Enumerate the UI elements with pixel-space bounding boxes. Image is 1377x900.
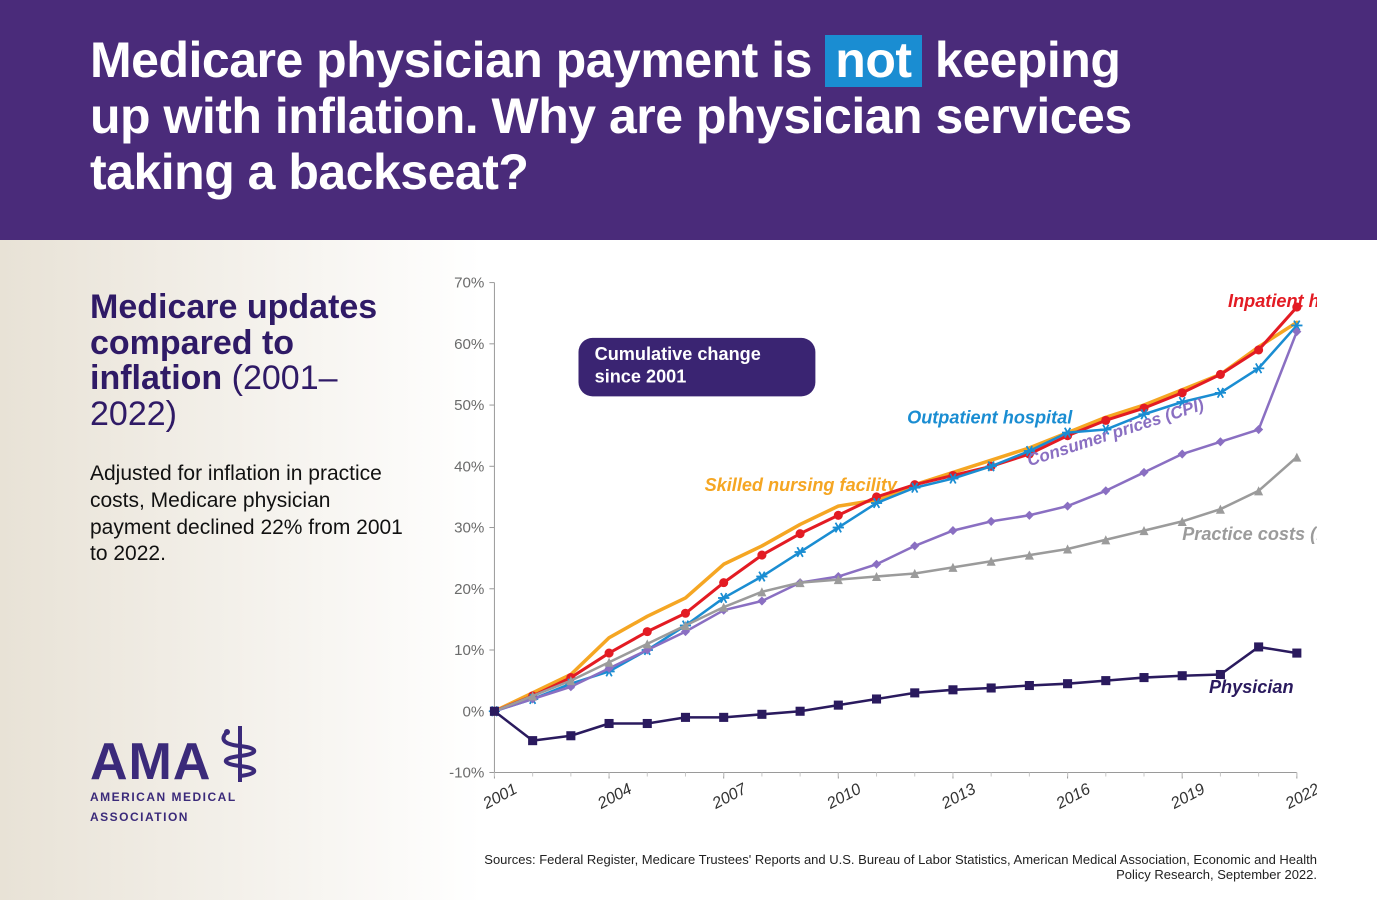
svg-text:20%: 20% — [454, 581, 484, 598]
ama-logo: AMA AMERICAN MEDICAL ASSOCIATION — [90, 724, 263, 825]
logo-sub1: AMERICAN MEDICAL — [90, 790, 263, 804]
header-line3: taking a backseat? — [90, 144, 1287, 200]
subtitle-l2: compared to — [90, 326, 410, 362]
svg-text:70%: 70% — [454, 275, 484, 292]
body-region: Medicare updates compared to inflation (… — [0, 240, 1377, 900]
logo-sub2: ASSOCIATION — [90, 810, 263, 824]
header-line2: up with inflation. Why are physician ser… — [90, 88, 1287, 144]
svg-text:2004: 2004 — [594, 780, 635, 813]
svg-text:-10%: -10% — [449, 765, 484, 782]
left-body-text: Adjusted for inflation in practice costs… — [90, 461, 410, 569]
svg-text:60%: 60% — [454, 336, 484, 353]
svg-text:Practice costs (MEI): Practice costs (MEI) — [1182, 524, 1317, 544]
sources-note: Sources: Federal Register, Medicare Trus… — [470, 852, 1317, 882]
svg-text:10%: 10% — [454, 642, 484, 659]
svg-text:2007: 2007 — [708, 779, 750, 813]
header-highlight-word: not — [825, 35, 921, 87]
logo-text: AMA — [90, 742, 211, 784]
left-panel: Medicare updates compared to inflation (… — [0, 240, 440, 900]
svg-text:2010: 2010 — [823, 780, 864, 813]
subtitle: Medicare updates compared to inflation (… — [90, 290, 410, 433]
svg-text:2022: 2022 — [1282, 780, 1317, 813]
header-banner: Medicare physician payment is not keepin… — [0, 0, 1377, 240]
svg-text:Cumulative change: Cumulative change — [595, 344, 761, 364]
header-line1-pre: Medicare physician payment is — [90, 32, 825, 88]
svg-text:since 2001: since 2001 — [595, 366, 687, 386]
svg-text:Consumer prices (CPI): Consumer prices (CPI) — [1024, 394, 1206, 470]
subtitle-l3: inflation — [90, 359, 222, 397]
svg-text:Inpatient hospital: Inpatient hospital — [1228, 291, 1317, 311]
svg-text:2013: 2013 — [938, 780, 979, 813]
svg-text:2001: 2001 — [479, 780, 520, 813]
svg-text:30%: 30% — [454, 520, 484, 537]
svg-text:2019: 2019 — [1167, 780, 1208, 813]
subtitle-l1: Medicare updates — [90, 290, 410, 326]
svg-text:40%: 40% — [454, 458, 484, 475]
svg-text:2016: 2016 — [1052, 780, 1093, 813]
caduceus-icon — [217, 724, 263, 784]
header-line1-post: keeping — [922, 32, 1121, 88]
line-chart: -10% 0% 10% 20% 30% 40% 50% 60% 70% 2001 2004 2007 2… — [440, 270, 1317, 840]
svg-text:Skilled nursing facility: Skilled nursing facility — [705, 475, 898, 495]
svg-text:Outpatient hospital: Outpatient hospital — [907, 407, 1073, 427]
chart-container: -10% 0% 10% 20% 30% 40% 50% 60% 70% 2001 2004 2007 2… — [440, 240, 1377, 900]
svg-text:0%: 0% — [463, 703, 485, 720]
svg-text:Physician: Physician — [1209, 677, 1294, 697]
svg-text:50%: 50% — [454, 397, 484, 414]
